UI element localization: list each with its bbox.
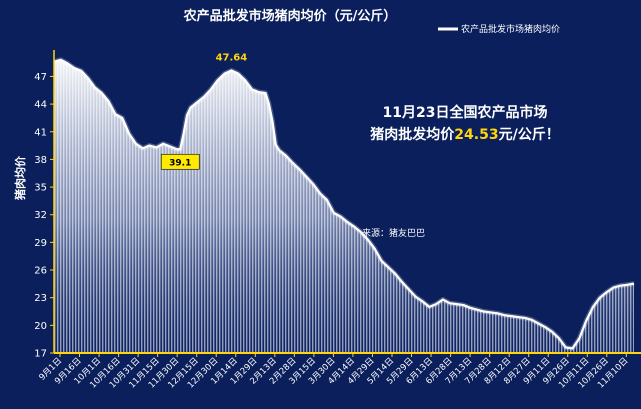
y-axis-label: 猪肉均价: [13, 155, 27, 201]
y-tick-label: 23: [34, 293, 47, 304]
y-tick-label: 29: [34, 238, 47, 249]
axis-layer: [53, 50, 641, 354]
y-tick-label: 35: [34, 183, 47, 194]
series-line: [53, 58, 635, 350]
y-tick-label: 20: [34, 321, 47, 332]
y-ticks: 17 20 23 26 29 32 35 38 41 44 47: [34, 72, 54, 360]
source-note: 来源：猪友巴巴: [362, 227, 425, 239]
y-tick-label: 17: [34, 349, 47, 360]
y-tick-label: 41: [34, 127, 47, 138]
y-tick-label: 47: [34, 72, 47, 83]
area-stripes: [54, 59, 634, 354]
line-layer: [53, 57, 635, 351]
headline-prefix: 猪肉批发均价: [369, 126, 455, 143]
data-label-box: [160, 153, 200, 170]
y-tick-label: 38: [34, 155, 47, 166]
data-label: 39.1: [169, 158, 191, 168]
headline-line1: 11月23日全国农产品市场: [383, 104, 548, 121]
area-layer: [54, 59, 634, 354]
headline-suffix: 元/公斤！: [499, 126, 560, 143]
headline-line2: 猪肉批发均价24.53元/公斤！: [369, 126, 559, 143]
data-label: 47.64: [216, 53, 248, 64]
annotations: 47.64 39.1: [160, 53, 248, 170]
y-tick-label: 26: [34, 266, 47, 277]
chart-title: 农产品批发市场猪肉均价（元/公斤）: [183, 8, 397, 24]
x-ticks: 9月1日9月16日10月1日10月16日10月31日11月15日11月30日12…: [37, 353, 630, 390]
y-tick-label: 44: [34, 100, 47, 111]
headline-price: 24.53: [454, 127, 498, 143]
legend-label: 农产品批发市场猪肉均价: [461, 23, 560, 35]
y-tick-label: 32: [34, 210, 47, 221]
